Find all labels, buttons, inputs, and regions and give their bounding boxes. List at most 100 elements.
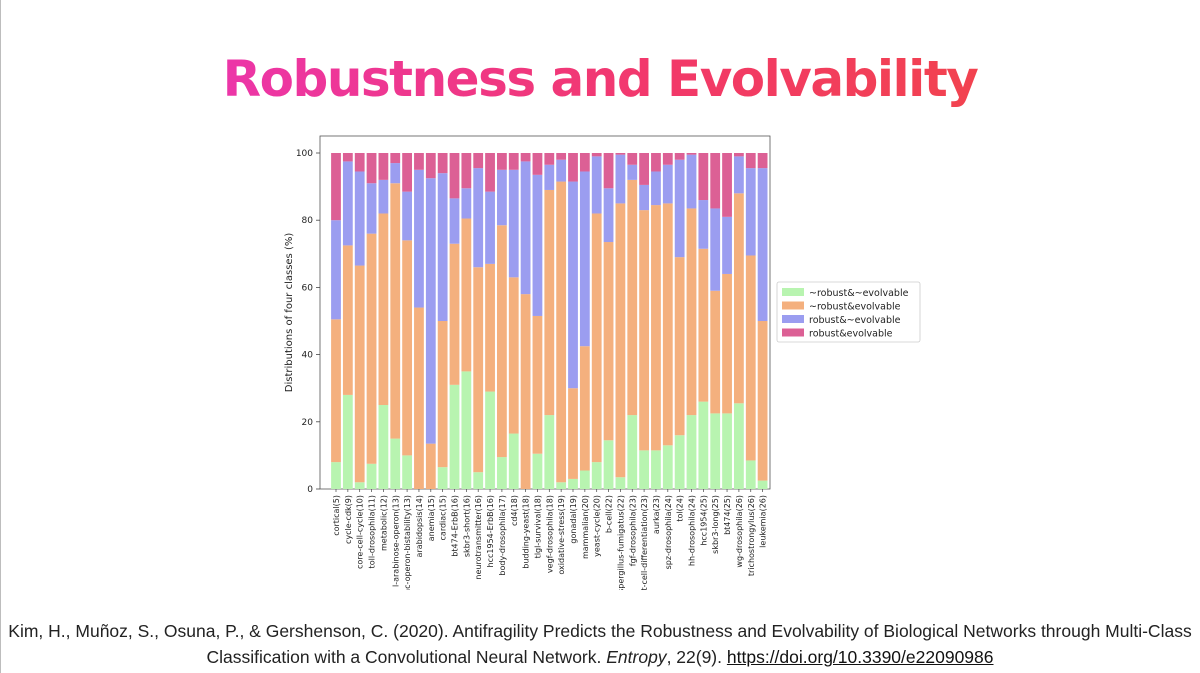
bar-skbr3-long-25-robust-evolvable xyxy=(710,413,721,489)
x-tick-label-trichostrongylus-26: trichostrongylus(26) xyxy=(747,495,756,576)
bar-tol-24-robust-evolvable xyxy=(674,257,685,436)
x-tick-label-fgf-drosophila-23: fgf-drosophila(23) xyxy=(628,495,637,566)
y-tick-label-80: 80 xyxy=(302,216,314,226)
bar-vegf-drosophila-18-robust-evolvable xyxy=(544,153,555,165)
bar-body-drosophila-17-robust-evolvable xyxy=(497,169,507,226)
bar-spz-drosophila-24-robust-evolvable xyxy=(662,445,673,489)
bar-mammalian-20-robust-evolvable xyxy=(579,470,590,489)
bar-t-cell-differentiation-23-robust-evolvable xyxy=(639,153,649,185)
bar-cycle-cdk-9-robust-evolvable xyxy=(342,394,353,489)
bar-aspergillus-fumigatus-22-robust-evolvable xyxy=(615,477,626,489)
bar-arabidopsis-14-robust-evolvable xyxy=(414,307,424,489)
bar-mammalian-20-robust-evolvable xyxy=(579,153,590,172)
bar-neurotransmitter-16-robust-evolvable xyxy=(473,153,484,169)
bar-b-cell-22-robust-evolvable xyxy=(603,242,614,441)
bar-anemia-15-robust-evolvable xyxy=(425,443,436,489)
legend-swatch-robust-evolvable xyxy=(782,301,804,310)
x-tick-label-neurotransmitter-16: neurotransmitter(16) xyxy=(474,495,483,580)
bar-hcc1954-erbb-16-robust-evolvable xyxy=(485,263,495,392)
bar-bt474-erbb-16-robust-evolvable xyxy=(449,384,460,489)
bar-wg-drosophila-26-robust-evolvable xyxy=(734,153,744,157)
slide-title: Robustness and Evolvability xyxy=(0,50,1200,108)
x-tick-label-budding-yeast-18: budding-yeast(18) xyxy=(522,495,531,569)
bar-cardiac-15-robust-evolvable xyxy=(437,153,448,174)
bar-oxidative-stress-19-robust-evolvable xyxy=(556,482,567,489)
x-tick-label-cardiac-15: cardiac(15) xyxy=(439,495,448,540)
bar-bt474-erbb-16-robust-evolvable xyxy=(449,243,460,385)
bar-gonadal-19-robust-evolvable xyxy=(568,478,578,489)
bar-hcc1954-erbb-16-robust-evolvable xyxy=(485,191,495,264)
bar-cycle-cdk-9-robust-evolvable xyxy=(342,161,353,246)
bar-core-cell-cycle-10-robust-evolvable xyxy=(354,265,365,483)
bar-aspergillus-fumigatus-22-robust-evolvable xyxy=(615,203,626,478)
bar-tlgl-survival-18-robust-evolvable xyxy=(532,174,543,316)
bar-cd4-18-robust-evolvable xyxy=(508,277,519,434)
bar-hh-drosophila-24-robust-evolvable xyxy=(686,153,697,155)
x-tick-label-wg-drosophila-26: wg-drosophila(26) xyxy=(735,495,744,568)
bar-body-drosophila-17-robust-evolvable xyxy=(497,153,507,170)
bar-l-arabinose-operon-13-robust-evolvable xyxy=(390,163,401,184)
citation-link[interactable]: https://doi.org/10.3390/e22090986 xyxy=(726,647,994,667)
bar-neurotransmitter-16-robust-evolvable xyxy=(473,472,484,489)
bar-anemia-15-robust-evolvable xyxy=(425,178,436,444)
bar-metabolic-12-robust-evolvable xyxy=(378,213,389,405)
bar-gonadal-19-robust-evolvable xyxy=(568,388,578,479)
stacked-bar-chart: 0 20 40 60 80 100 Distributions of four classe… xyxy=(270,128,930,590)
bar-skbr3-long-25-robust-evolvable xyxy=(710,153,721,209)
bar-yeast-cycle-20-robust-evolvable xyxy=(591,213,602,463)
x-tick-label-oxidative-stress-19: oxidative-stress(19) xyxy=(557,495,566,575)
legend-label-robust-evolvable: robust&evolvable xyxy=(809,329,893,340)
bar-spz-drosophila-24-robust-evolvable xyxy=(662,164,673,204)
bar-t-cell-differentiation-23-robust-evolvable xyxy=(639,210,649,451)
bar-body-drosophila-17-robust-evolvable xyxy=(497,457,507,489)
bar-hh-drosophila-24-robust-evolvable xyxy=(686,208,697,416)
bar-hcc1954-25-robust-evolvable xyxy=(698,248,709,402)
x-tick-label-body-drosophila-17: body-drosophila(17) xyxy=(498,495,507,576)
bar-budding-yeast-18-robust-evolvable xyxy=(520,294,531,489)
bar-hcc1954-erbb-16-robust-evolvable xyxy=(485,391,495,489)
x-tick-label-t-cell-differentiation-23: t-cell-differentiation(23) xyxy=(640,495,649,590)
bar-skbr3-short-16-robust-evolvable xyxy=(461,218,472,372)
bar-skbr3-long-25-robust-evolvable xyxy=(710,208,721,291)
x-tick-label-l-arabinose-operon-13: l-arabinose-operon(13) xyxy=(391,495,400,587)
bar-vegf-drosophila-18-robust-evolvable xyxy=(544,189,555,416)
bar-hcc1954-erbb-16-robust-evolvable xyxy=(485,153,495,192)
bar-skbr3-long-25-robust-evolvable xyxy=(710,290,721,414)
bar-l-arabinose-operon-13-robust-evolvable xyxy=(390,153,401,164)
bar-oxidative-stress-19-robust-evolvable xyxy=(556,153,567,160)
bar-cycle-cdk-9-robust-evolvable xyxy=(342,245,353,395)
bar-metabolic-12-robust-evolvable xyxy=(378,153,389,180)
bar-oxidative-stress-19-robust-evolvable xyxy=(556,181,567,483)
x-tick-label-gonadal-19: gonadal(19) xyxy=(569,495,578,544)
bar-l-arabinose-operon-13-robust-evolvable xyxy=(390,183,401,439)
bar-budding-yeast-18-robust-evolvable xyxy=(520,153,531,162)
bar-hcc1954-25-robust-evolvable xyxy=(698,200,709,249)
bar-spz-drosophila-24-robust-evolvable xyxy=(662,153,673,165)
bar-bt474-25-robust-evolvable xyxy=(722,216,732,274)
y-tick-label-20: 20 xyxy=(302,418,314,428)
y-tick-label-40: 40 xyxy=(302,351,314,361)
bar-hcc1954-25-robust-evolvable xyxy=(698,401,709,489)
bar-bt474-erbb-16-robust-evolvable xyxy=(449,198,460,244)
bar-tol-24-robust-evolvable xyxy=(674,159,685,258)
bar-tlgl-survival-18-robust-evolvable xyxy=(532,315,543,454)
bar-neurotransmitter-16-robust-evolvable xyxy=(473,267,484,473)
y-axis-label: Distributions of four classes (%) xyxy=(284,233,295,393)
bar-leukemia-26-robust-evolvable xyxy=(757,153,768,169)
bar-vegf-drosophila-18-robust-evolvable xyxy=(544,164,555,190)
x-tick-label-b-cell-22: b-cell(22) xyxy=(605,495,614,533)
bar-cd4-18-robust-evolvable xyxy=(508,169,519,278)
bar-l-arabinose-operon-13-robust-evolvable xyxy=(390,438,401,489)
bar-core-cell-cycle-10-robust-evolvable xyxy=(354,171,365,266)
legend-label-robust-evolvable: ~robust&evolvable xyxy=(809,302,901,313)
x-tick-label-toll-drosophila-11: toll-drosophila(11) xyxy=(368,495,377,568)
x-tick-label-arabidopsis-14: arabidopsis(14) xyxy=(415,495,424,557)
bar-b-cell-22-robust-evolvable xyxy=(603,188,614,243)
bar-trichostrongylus-26-robust-evolvable xyxy=(745,153,756,169)
x-tick-label-metabolic-12: metabolic(12) xyxy=(379,495,388,551)
bar-gonadal-19-robust-evolvable xyxy=(568,153,578,182)
bar-aurka-23-robust-evolvable xyxy=(651,205,661,451)
bar-hh-drosophila-24-robust-evolvable xyxy=(686,415,697,489)
bar-wg-drosophila-26-robust-evolvable xyxy=(734,156,744,194)
frame-border xyxy=(0,0,1,673)
